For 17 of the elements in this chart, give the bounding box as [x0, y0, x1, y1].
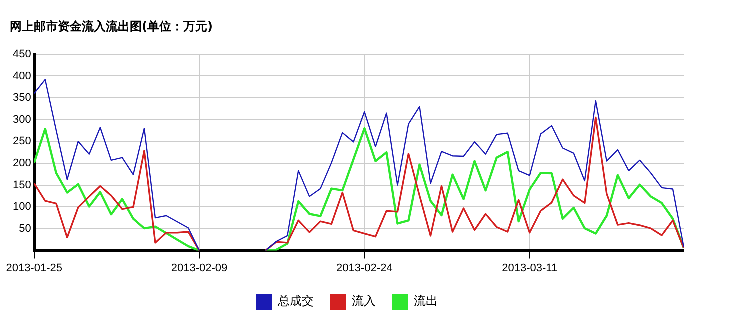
x-tick-label: 2013-03-11	[502, 262, 558, 274]
x-tick-label: 2013-01-25	[6, 262, 62, 274]
legend-label: 总成交	[277, 294, 314, 308]
y-tick-label: 450	[12, 48, 32, 60]
legend-label: 流入	[352, 294, 376, 308]
chart-title: 网上邮市资金流入流出图(单位：万元)	[10, 19, 213, 34]
y-tick-label: 300	[12, 114, 32, 126]
legend-label: 流出	[414, 294, 438, 308]
x-tick-label: 2013-02-09	[171, 262, 228, 274]
y-tick-label: 350	[12, 92, 32, 104]
y-tick-label: 100	[12, 201, 32, 214]
y-tick-label: 400	[12, 70, 32, 82]
y-tick-label: 150	[12, 179, 32, 192]
y-tick-label: 200	[12, 158, 32, 170]
x-tick-label: 2013-02-24	[336, 262, 393, 274]
y-tick-label: 250	[12, 136, 32, 148]
y-tick-label: 50	[19, 223, 32, 236]
